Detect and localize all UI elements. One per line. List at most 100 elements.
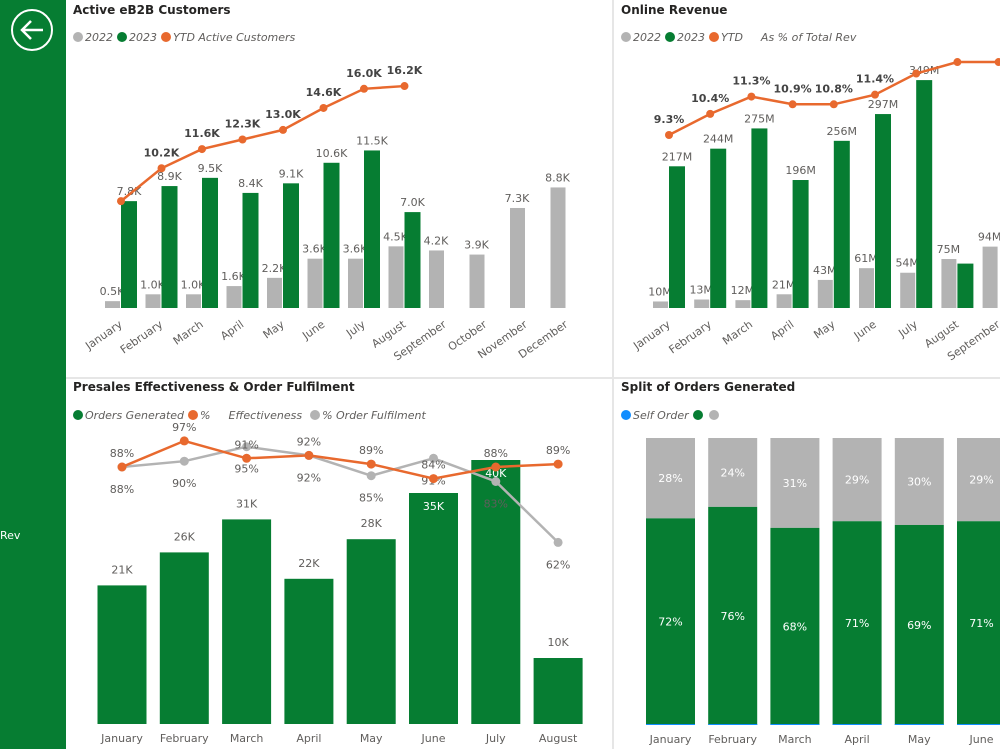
data-label: 9.5K — [198, 162, 223, 175]
line-point — [788, 100, 797, 109]
line-point — [360, 84, 368, 93]
x-tick-label: July — [343, 318, 368, 341]
x-tick-label: May — [360, 732, 383, 745]
line-label: 11.6K — [184, 127, 220, 140]
bar-orders-generated — [159, 552, 209, 724]
panel-divider — [66, 377, 1000, 379]
bar-2023 — [710, 148, 727, 308]
legend-label: YTD Active Customers — [173, 31, 296, 44]
legend-dot — [73, 410, 83, 420]
line-point — [553, 537, 563, 547]
legend-label: 2022 — [633, 31, 661, 44]
data-label: 35K — [423, 500, 445, 513]
x-tick-label: March — [230, 732, 264, 745]
bar-2023 — [161, 186, 178, 308]
bar-2022 — [735, 300, 751, 308]
bar-orders-generated — [97, 585, 147, 724]
data-label: 8.8K — [545, 171, 570, 184]
line-label: 9.3% — [654, 113, 685, 126]
legend-dot — [621, 32, 631, 42]
line-label: 11.4% — [856, 73, 894, 86]
legend-label: YTD — [721, 31, 743, 44]
line-point — [117, 462, 127, 472]
bar-segment-other — [770, 438, 820, 528]
legend-dot — [665, 32, 675, 42]
sidebar: Rev — [0, 0, 66, 749]
data-label: 3.6K — [302, 243, 327, 256]
x-tick-label: June — [299, 318, 327, 343]
legend-dot — [117, 32, 127, 42]
bar-segment-self-order — [708, 724, 758, 725]
bar-orders-generated — [346, 539, 396, 724]
x-tick-label: June — [421, 732, 446, 745]
bar-2022 — [145, 294, 161, 308]
data-label: 29% — [845, 474, 869, 487]
bar-2022 — [982, 246, 998, 308]
bar-2022 — [817, 279, 833, 308]
bar-2023 — [792, 180, 809, 308]
bar-segment-other — [646, 438, 695, 519]
bar-2022 — [900, 272, 916, 308]
legend-label: 2022 — [85, 31, 113, 44]
x-tick-label: March — [778, 733, 812, 746]
bar-2023 — [202, 177, 218, 308]
x-tick-label: May — [261, 318, 287, 342]
legend-dot — [310, 410, 321, 420]
bar-2023 — [364, 150, 380, 308]
data-label: 61M — [854, 252, 878, 265]
line-label: 89% — [359, 444, 383, 457]
legend-customers: 2022 2023 YTD Active Customers — [73, 31, 299, 44]
legend-label: % Order Fulfilment — [322, 409, 426, 422]
data-label: 12M — [731, 284, 755, 297]
bar-2023 — [404, 212, 421, 308]
line-point — [491, 462, 501, 472]
chart-title-revenue: Online Revenue — [621, 3, 728, 17]
legend-presales: Orders Generated% Effectiveness % Order Fu… — [73, 409, 430, 422]
bar-segment-other — [894, 438, 944, 525]
data-label: 75M — [937, 243, 961, 256]
legend-dot — [692, 410, 703, 420]
legend-dot — [621, 410, 631, 420]
bar-2023 — [242, 192, 259, 308]
line-point — [242, 442, 252, 452]
x-tick-label: April — [845, 733, 870, 746]
bar-2023 — [121, 201, 137, 308]
data-label: 2.2K — [262, 262, 287, 275]
back-button[interactable] — [11, 9, 53, 51]
bar-2022 — [941, 259, 957, 308]
bar-2022 — [510, 207, 525, 308]
x-tick-label: February — [708, 733, 757, 746]
line-label: 97% — [172, 421, 196, 434]
data-label: 71% — [845, 617, 869, 630]
line-label: 16.2K — [387, 64, 423, 77]
bar-2022 — [776, 294, 792, 308]
line-point — [429, 453, 438, 463]
bar-segment-green — [894, 524, 944, 725]
bar-2023 — [751, 128, 768, 308]
data-label: 94M — [978, 231, 1000, 244]
x-tick-label: February — [667, 318, 715, 357]
line-point — [179, 456, 189, 466]
bar-2022 — [267, 277, 282, 308]
line-point — [304, 450, 314, 460]
legend-dot — [708, 410, 719, 420]
bar-2022 — [653, 301, 668, 308]
line-point — [747, 92, 756, 101]
x-tick-label: August — [539, 732, 578, 745]
chart-title-split: Split of Orders Generated — [621, 380, 796, 394]
bar-segment-self-order — [646, 724, 695, 725]
line-label: 95% — [234, 463, 258, 476]
bar-orders-generated — [533, 658, 583, 724]
line-point — [242, 453, 252, 463]
legend-dot — [161, 32, 171, 42]
line-point — [279, 125, 287, 134]
bar-segment-green — [646, 518, 695, 725]
line-point — [665, 131, 673, 139]
data-label: 68% — [783, 620, 807, 633]
bar-segment-self-order — [957, 724, 1000, 725]
line-ytd-active-customers — [120, 84, 405, 203]
bar-2023 — [957, 263, 974, 308]
data-label: 4.5K — [383, 230, 408, 243]
bar-2022 — [105, 301, 120, 308]
line--order-fulfilment — [121, 445, 559, 544]
